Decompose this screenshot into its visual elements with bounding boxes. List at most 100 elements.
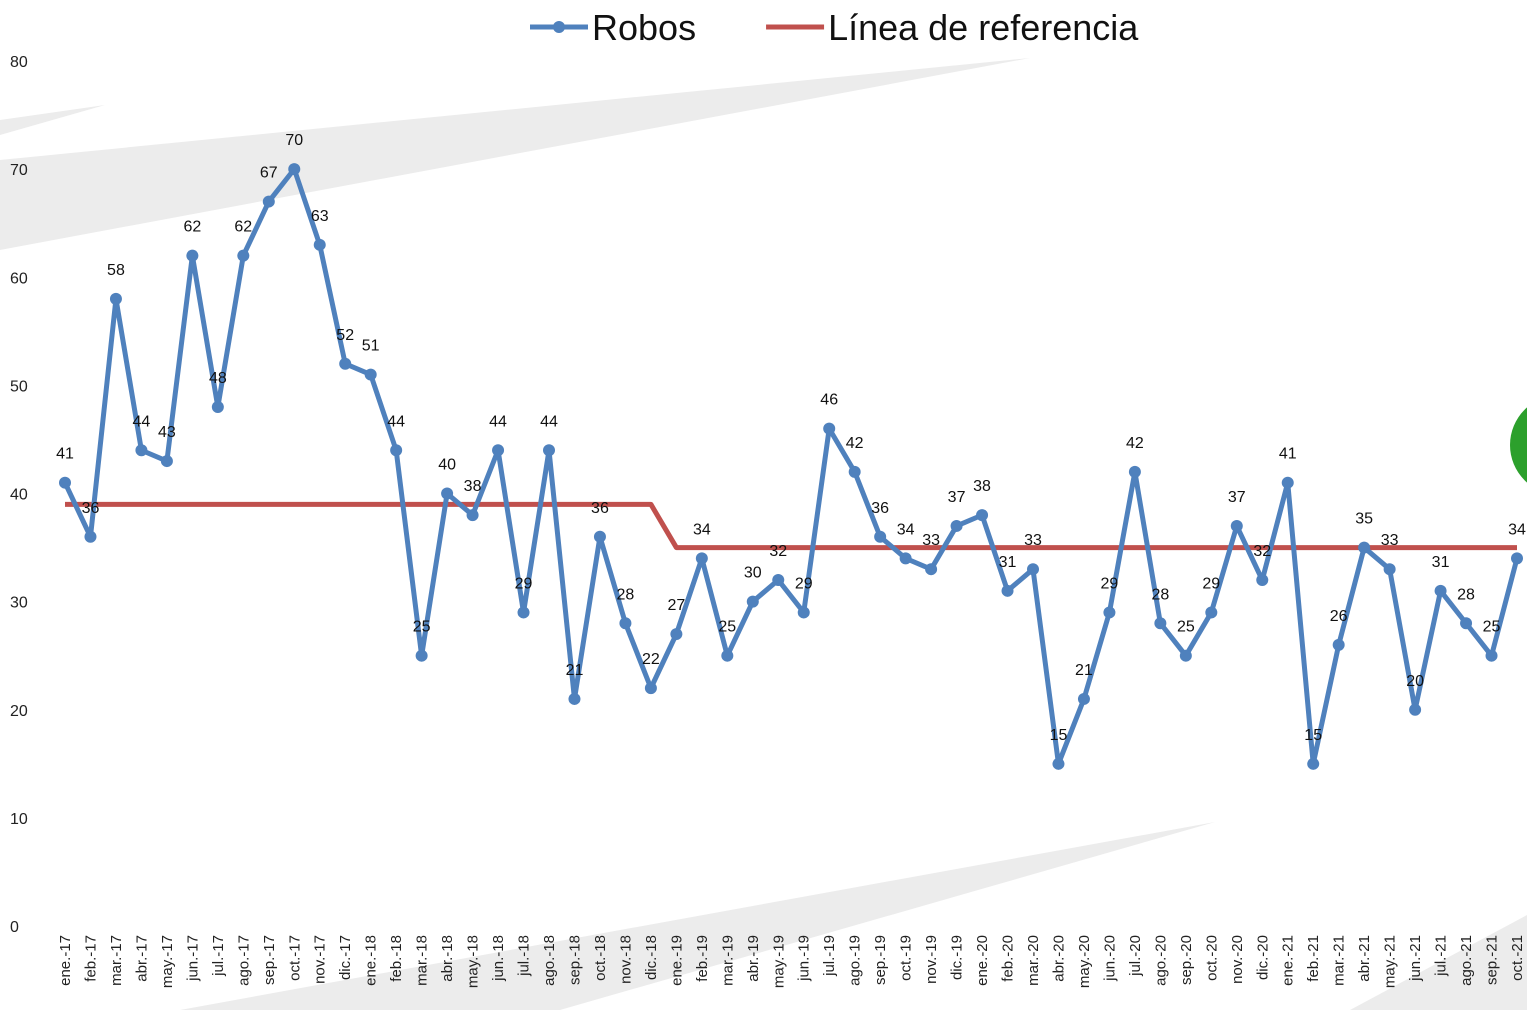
data-point (288, 163, 301, 176)
data-point (1332, 638, 1345, 651)
data-point (772, 574, 785, 586)
x-tick-label: sep.-19 (872, 935, 889, 985)
x-tick-label: ene.-20 (974, 935, 991, 986)
y-tick-label: 40 (10, 487, 28, 504)
data-label: 28 (1151, 586, 1169, 603)
data-label: 41 (1279, 446, 1297, 463)
data-point (695, 552, 708, 565)
data-point (976, 509, 989, 522)
x-tick-label: oct.-21 (1509, 935, 1526, 981)
data-point (1001, 584, 1014, 597)
x-tick-label: may.-19 (770, 935, 787, 988)
x-tick-label: abr.-18 (439, 935, 456, 982)
x-tick-label: ago.-18 (541, 935, 558, 986)
data-label: 29 (795, 575, 813, 592)
x-tick-label: feb.-18 (388, 935, 405, 982)
data-point (441, 487, 454, 500)
x-tick-label: ene.-21 (1280, 935, 1297, 986)
x-tick-label: abr.-20 (1050, 935, 1067, 982)
y-tick-label: 20 (10, 703, 28, 720)
data-label: 27 (667, 597, 685, 614)
data-label: 29 (1101, 575, 1119, 592)
data-point (874, 530, 887, 543)
data-point (237, 249, 250, 262)
data-point (1383, 563, 1396, 576)
data-label: 38 (464, 478, 482, 495)
x-tick-label: ago.-17 (235, 935, 252, 986)
data-label: 33 (922, 532, 940, 549)
x-tick-label: jul.-18 (516, 935, 533, 977)
x-tick-label: ago.-20 (1152, 935, 1169, 986)
data-label: 25 (1177, 619, 1195, 636)
data-label: 28 (617, 586, 635, 603)
data-point (1307, 757, 1320, 770)
data-point (135, 444, 148, 457)
data-point (84, 530, 97, 543)
data-label: 32 (1253, 543, 1271, 560)
legend-marker (553, 21, 565, 33)
data-point (364, 368, 377, 381)
data-label: 63 (311, 208, 329, 225)
data-label: 70 (285, 132, 303, 149)
data-label: 33 (1024, 532, 1042, 549)
data-point (823, 422, 836, 435)
data-point (160, 455, 173, 468)
x-tick-label: ene.-19 (668, 935, 685, 986)
x-tick-label: ago.-19 (847, 935, 864, 986)
data-label: 30 (744, 565, 762, 582)
data-point (109, 292, 122, 305)
data-label: 34 (1508, 521, 1526, 538)
data-label: 21 (1075, 662, 1093, 679)
x-tick-label: feb.-17 (82, 935, 99, 982)
data-point (517, 606, 530, 619)
data-point (670, 628, 683, 641)
data-point (746, 595, 759, 608)
x-tick-label: ene.-18 (363, 935, 380, 986)
y-tick-label: 10 (10, 811, 28, 828)
x-tick-label: jul.-19 (821, 935, 838, 977)
x-tick-label: dic.-17 (337, 935, 354, 980)
data-point (1256, 574, 1269, 586)
data-label: 22 (642, 651, 660, 668)
data-point (950, 519, 963, 532)
x-tick-label: oct.-20 (1203, 935, 1220, 981)
background-decoration (0, 58, 1527, 1010)
data-point (466, 509, 479, 522)
data-label: 21 (566, 662, 584, 679)
data-point (925, 563, 938, 576)
data-label: 34 (897, 521, 915, 538)
x-tick-label: jul.-21 (1433, 935, 1450, 977)
x-tick-label: feb.-19 (694, 935, 711, 982)
data-label: 46 (820, 392, 838, 409)
x-tick-label: feb.-20 (1000, 935, 1017, 982)
data-point (1511, 552, 1523, 565)
data-point (593, 530, 606, 543)
data-label: 29 (1202, 575, 1220, 592)
data-label: 40 (438, 457, 456, 474)
decoration-circle (1510, 407, 1527, 483)
data-label: 44 (387, 413, 405, 430)
data-label: 37 (948, 489, 966, 506)
data-point (568, 692, 581, 705)
data-point (59, 476, 71, 489)
x-tick-label: feb.-21 (1305, 935, 1322, 982)
data-label: 44 (133, 413, 151, 430)
data-label: 31 (999, 554, 1017, 571)
x-tick-label: mar.-19 (719, 935, 736, 986)
y-tick-label: 30 (10, 595, 28, 612)
data-point (1230, 519, 1243, 532)
data-label: 26 (1330, 608, 1348, 625)
data-point (1103, 606, 1116, 619)
data-label: 33 (1381, 532, 1399, 549)
data-point (313, 238, 326, 251)
legend-label: Línea de referencia (828, 7, 1139, 48)
data-point (1052, 757, 1065, 770)
data-point (415, 649, 428, 662)
data-point (1358, 541, 1371, 554)
data-point (1409, 703, 1422, 716)
data-point (797, 606, 810, 619)
data-point (543, 444, 555, 457)
x-tick-label: mar.-21 (1331, 935, 1348, 986)
data-point (1179, 649, 1192, 662)
data-point (339, 357, 352, 370)
